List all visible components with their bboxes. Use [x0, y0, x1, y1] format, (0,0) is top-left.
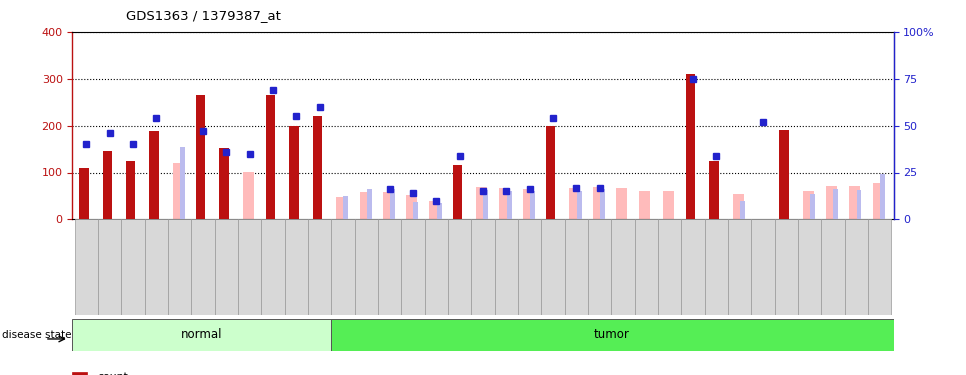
- Bar: [686, 74, 696, 219]
- Bar: [546, 126, 555, 219]
- Bar: [453, 165, 462, 219]
- Bar: [523, 189, 533, 219]
- Bar: [308, 219, 331, 315]
- Bar: [849, 186, 861, 219]
- Bar: [313, 116, 322, 219]
- Bar: [242, 172, 254, 219]
- Bar: [262, 219, 285, 315]
- Bar: [191, 219, 214, 315]
- Bar: [681, 219, 704, 315]
- Bar: [72, 372, 87, 375]
- Bar: [150, 131, 158, 219]
- Bar: [99, 219, 122, 315]
- Bar: [285, 219, 308, 315]
- Bar: [803, 191, 813, 219]
- Bar: [238, 219, 262, 315]
- Bar: [752, 219, 775, 315]
- Bar: [569, 188, 581, 219]
- Bar: [867, 219, 892, 315]
- Bar: [122, 219, 145, 315]
- Bar: [266, 95, 275, 219]
- Bar: [600, 189, 605, 219]
- Bar: [507, 191, 512, 219]
- Text: normal: normal: [181, 328, 222, 341]
- FancyBboxPatch shape: [330, 319, 894, 351]
- Bar: [728, 219, 752, 315]
- Bar: [844, 219, 867, 315]
- Bar: [290, 126, 298, 219]
- Bar: [437, 203, 441, 219]
- Bar: [425, 219, 448, 315]
- Bar: [495, 219, 518, 315]
- Bar: [663, 191, 673, 219]
- Bar: [639, 191, 650, 219]
- Bar: [483, 190, 488, 219]
- Bar: [331, 219, 355, 315]
- Bar: [343, 196, 349, 219]
- Bar: [74, 219, 99, 315]
- Bar: [499, 188, 510, 219]
- Bar: [821, 219, 844, 315]
- Bar: [336, 197, 347, 219]
- Bar: [593, 187, 604, 219]
- Bar: [401, 219, 425, 315]
- Bar: [383, 192, 394, 219]
- Bar: [798, 219, 821, 315]
- Bar: [173, 163, 184, 219]
- Bar: [102, 152, 112, 219]
- Bar: [733, 194, 744, 219]
- Bar: [390, 189, 395, 219]
- Bar: [857, 190, 862, 219]
- Bar: [704, 219, 728, 315]
- Bar: [219, 148, 229, 219]
- Bar: [180, 147, 185, 219]
- FancyBboxPatch shape: [72, 319, 330, 351]
- Text: GDS1363 / 1379387_at: GDS1363 / 1379387_at: [126, 9, 280, 22]
- Bar: [367, 189, 372, 219]
- Bar: [127, 161, 135, 219]
- Bar: [780, 130, 788, 219]
- Bar: [196, 95, 206, 219]
- Bar: [413, 202, 418, 219]
- Bar: [775, 219, 798, 315]
- Text: disease state: disease state: [2, 330, 71, 340]
- Bar: [709, 161, 719, 219]
- Bar: [611, 219, 635, 315]
- Bar: [145, 219, 168, 315]
- Bar: [872, 183, 884, 219]
- Bar: [834, 189, 838, 219]
- Bar: [471, 219, 495, 315]
- Bar: [588, 219, 611, 315]
- Bar: [530, 191, 535, 219]
- Bar: [565, 219, 588, 315]
- Bar: [658, 219, 681, 315]
- Bar: [826, 186, 837, 219]
- Bar: [577, 191, 582, 219]
- Bar: [406, 195, 417, 219]
- Bar: [168, 219, 191, 315]
- Bar: [635, 219, 658, 315]
- Bar: [541, 219, 565, 315]
- Bar: [214, 219, 238, 315]
- Bar: [430, 201, 440, 219]
- Bar: [359, 192, 370, 219]
- Bar: [448, 219, 471, 315]
- Bar: [740, 201, 745, 219]
- Bar: [810, 194, 814, 219]
- Text: tumor: tumor: [594, 328, 630, 341]
- Bar: [476, 187, 487, 219]
- Bar: [880, 174, 885, 219]
- Bar: [355, 219, 378, 315]
- Text: count: count: [98, 372, 128, 375]
- Bar: [518, 219, 541, 315]
- Bar: [79, 168, 89, 219]
- Bar: [616, 188, 627, 219]
- Bar: [378, 219, 401, 315]
